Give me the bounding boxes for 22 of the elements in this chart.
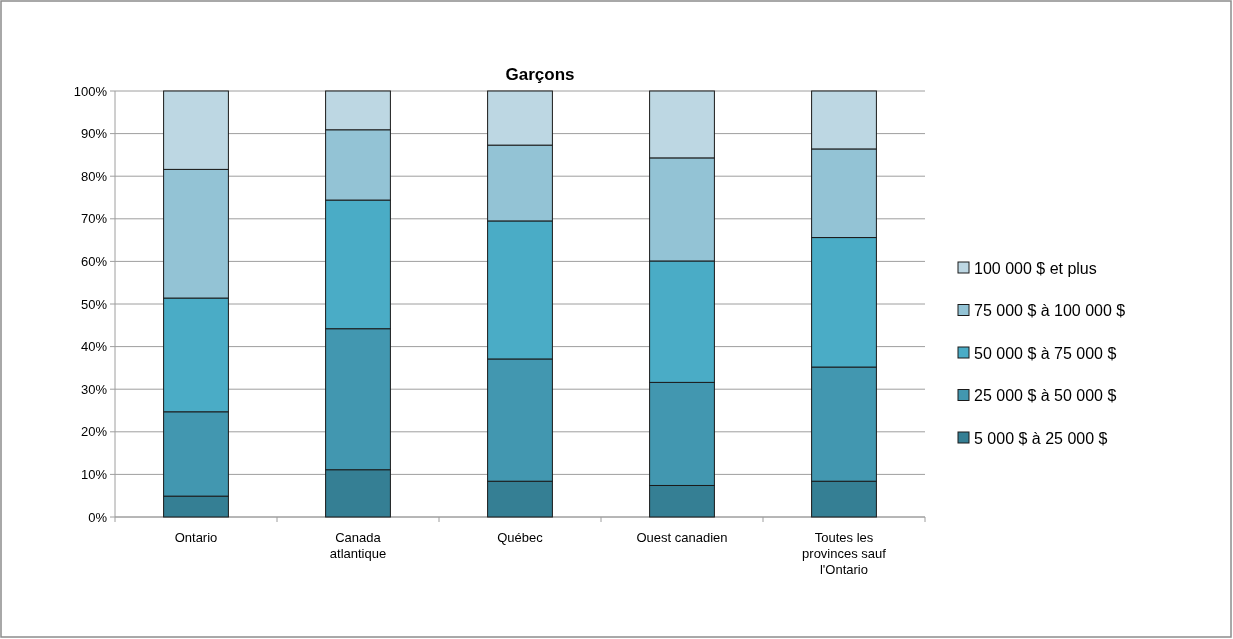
legend-label: 100 000 $ et plus xyxy=(974,259,1097,277)
x-tick-label: Ontario xyxy=(174,530,218,545)
y-tick-label: 10% xyxy=(80,466,108,482)
x-tick-label: Toutes les provinces sauf l'Ontario xyxy=(802,530,887,577)
x-tick-label: Ouest canadien xyxy=(636,530,728,545)
y-tick-label: 70% xyxy=(80,211,108,227)
y-tick-label: 30% xyxy=(80,381,108,397)
y-tick-label: 0% xyxy=(88,509,108,525)
y-tick-label: 100% xyxy=(73,83,108,99)
chart-title: Garçons xyxy=(505,65,575,84)
legend-label: 25 000 $ à 50 000 $ xyxy=(974,387,1117,405)
legend-label: 5 000 $ à 25 000 $ xyxy=(974,429,1108,447)
y-tick-label: 80% xyxy=(80,168,108,184)
legend-label: 75 000 $ à 100 000 $ xyxy=(974,302,1126,320)
y-tick-label: 90% xyxy=(80,126,108,142)
legend-label: 50 000 $ à 75 000 $ xyxy=(974,344,1117,362)
x-tick-label: Québec xyxy=(497,530,544,545)
y-tick-label: 20% xyxy=(80,424,108,440)
x-tick-label: Canada atlantique xyxy=(329,530,387,561)
y-tick-label: 40% xyxy=(80,339,108,355)
y-tick-label: 60% xyxy=(80,253,108,269)
y-tick-label: 50% xyxy=(80,296,108,312)
